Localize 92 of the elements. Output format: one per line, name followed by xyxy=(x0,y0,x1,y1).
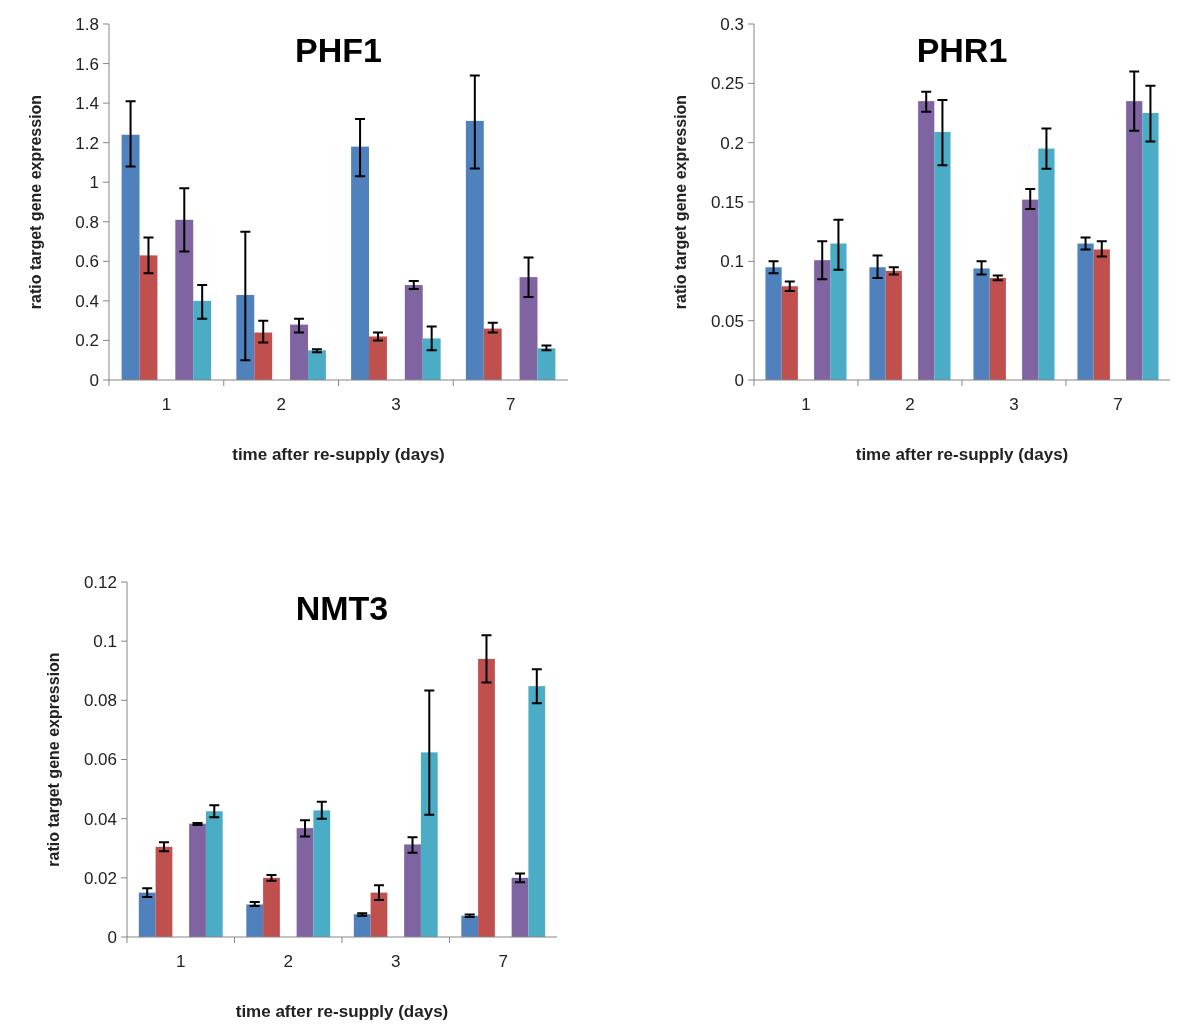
y-axis-title: ratio target gene expression xyxy=(45,652,62,867)
bar xyxy=(121,134,140,380)
bar xyxy=(189,823,206,937)
y-tick-label: 0.4 xyxy=(75,291,99,311)
bar xyxy=(1093,249,1110,380)
bar xyxy=(404,285,423,380)
bar xyxy=(404,844,421,937)
y-tick-label: 0.04 xyxy=(83,809,117,829)
bar xyxy=(918,101,935,380)
bar xyxy=(1038,148,1055,380)
x-tick-label: 7 xyxy=(498,952,508,971)
bar xyxy=(934,131,951,380)
bar xyxy=(263,877,280,937)
bar xyxy=(814,260,831,380)
y-tick-label: 0.2 xyxy=(720,133,744,153)
x-tick-label: 2 xyxy=(283,952,293,971)
x-tick-label: 7 xyxy=(505,395,516,414)
bar xyxy=(313,810,331,937)
bar xyxy=(1022,199,1039,380)
x-tick-label: 1 xyxy=(801,395,811,414)
bar xyxy=(478,658,495,937)
y-tick-label: 0.12 xyxy=(83,572,117,592)
bar xyxy=(1142,113,1159,380)
bar xyxy=(246,904,264,937)
bar xyxy=(537,348,556,380)
x-tick-label: 7 xyxy=(1113,395,1123,414)
bar xyxy=(519,277,538,380)
y-tick-label: 0.6 xyxy=(75,252,99,272)
bar xyxy=(885,270,902,380)
x-tick-label: 3 xyxy=(1009,395,1019,414)
bar xyxy=(155,846,173,937)
bar xyxy=(1077,243,1094,380)
y-tick-label: 1.2 xyxy=(75,133,99,153)
x-axis-title: time after re-supply (days) xyxy=(232,445,445,464)
bar xyxy=(765,267,782,380)
x-tick-label: 3 xyxy=(391,952,401,971)
x-tick-label: 1 xyxy=(176,952,186,971)
y-tick-label: 0.15 xyxy=(710,192,744,212)
y-tick-label: 0.25 xyxy=(710,74,744,94)
y-tick-label: 0.8 xyxy=(75,212,99,232)
bar xyxy=(973,268,990,380)
bar xyxy=(465,120,484,380)
bar xyxy=(193,300,212,380)
x-tick-label: 2 xyxy=(276,395,286,414)
bar xyxy=(420,752,438,937)
y-axis-title: ratio target gene expression xyxy=(672,94,689,310)
bar xyxy=(139,255,158,380)
y-tick-label: 0 xyxy=(107,927,117,947)
x-tick-label: 3 xyxy=(391,395,401,414)
bar xyxy=(351,146,370,380)
bar xyxy=(353,914,371,937)
bar xyxy=(175,219,194,380)
chart-title: PHR1 xyxy=(916,31,1008,69)
y-tick-label: 0.1 xyxy=(93,632,117,652)
y-tick-label: 0 xyxy=(734,370,744,390)
bar xyxy=(869,267,886,380)
y-tick-label: 0.08 xyxy=(83,691,117,711)
bar xyxy=(989,277,1006,380)
y-tick-label: 0 xyxy=(89,370,99,390)
bar xyxy=(369,336,387,380)
y-tick-label: 0.02 xyxy=(83,868,117,888)
y-tick-label: 0.05 xyxy=(710,311,744,331)
x-axis-title: time after re-supply (days) xyxy=(855,445,1069,464)
y-tick-label: 1 xyxy=(89,173,99,193)
bar xyxy=(236,294,255,380)
x-tick-label: 2 xyxy=(905,395,915,414)
y-tick-label: 0.2 xyxy=(75,331,99,351)
chart-title: PHF1 xyxy=(295,31,382,69)
bar xyxy=(461,915,479,937)
y-axis-title: ratio target gene expression xyxy=(27,94,44,310)
bar xyxy=(528,686,546,937)
bar xyxy=(205,811,223,937)
bar xyxy=(307,350,326,380)
bar xyxy=(422,338,441,380)
bar xyxy=(1126,101,1143,380)
y-tick-label: 0.3 xyxy=(720,14,744,34)
bar xyxy=(290,324,308,380)
x-axis-title: time after re-supply (days) xyxy=(235,1002,449,1021)
chart-title: NMT3 xyxy=(295,589,389,627)
bar xyxy=(138,892,156,937)
bar xyxy=(296,828,314,937)
bar xyxy=(781,286,798,380)
y-tick-label: 1.8 xyxy=(75,14,99,34)
bar xyxy=(254,332,273,380)
bar xyxy=(830,243,847,380)
bar xyxy=(511,877,529,937)
y-tick-label: 1.6 xyxy=(75,54,99,74)
bar xyxy=(483,328,502,380)
y-tick-label: 1.4 xyxy=(75,94,99,114)
x-tick-label: 1 xyxy=(161,395,172,414)
y-tick-label: 0.06 xyxy=(83,750,117,770)
y-tick-label: 0.1 xyxy=(720,252,744,272)
